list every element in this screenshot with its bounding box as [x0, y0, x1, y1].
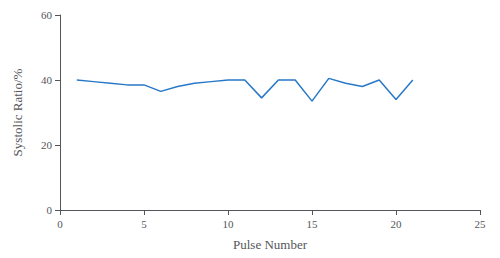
svg-text:Systolic Ratio/%: Systolic Ratio/%	[10, 68, 25, 156]
svg-text:10: 10	[223, 218, 235, 230]
svg-text:20: 20	[41, 139, 53, 151]
svg-text:25: 25	[475, 218, 487, 230]
svg-text:15: 15	[307, 218, 319, 230]
svg-text:60: 60	[41, 9, 53, 21]
svg-text:0: 0	[57, 218, 63, 230]
svg-text:Pulse Number: Pulse Number	[233, 237, 308, 252]
svg-text:0: 0	[47, 204, 53, 216]
svg-text:5: 5	[141, 218, 147, 230]
svg-text:40: 40	[41, 74, 53, 86]
svg-text:20: 20	[391, 218, 403, 230]
